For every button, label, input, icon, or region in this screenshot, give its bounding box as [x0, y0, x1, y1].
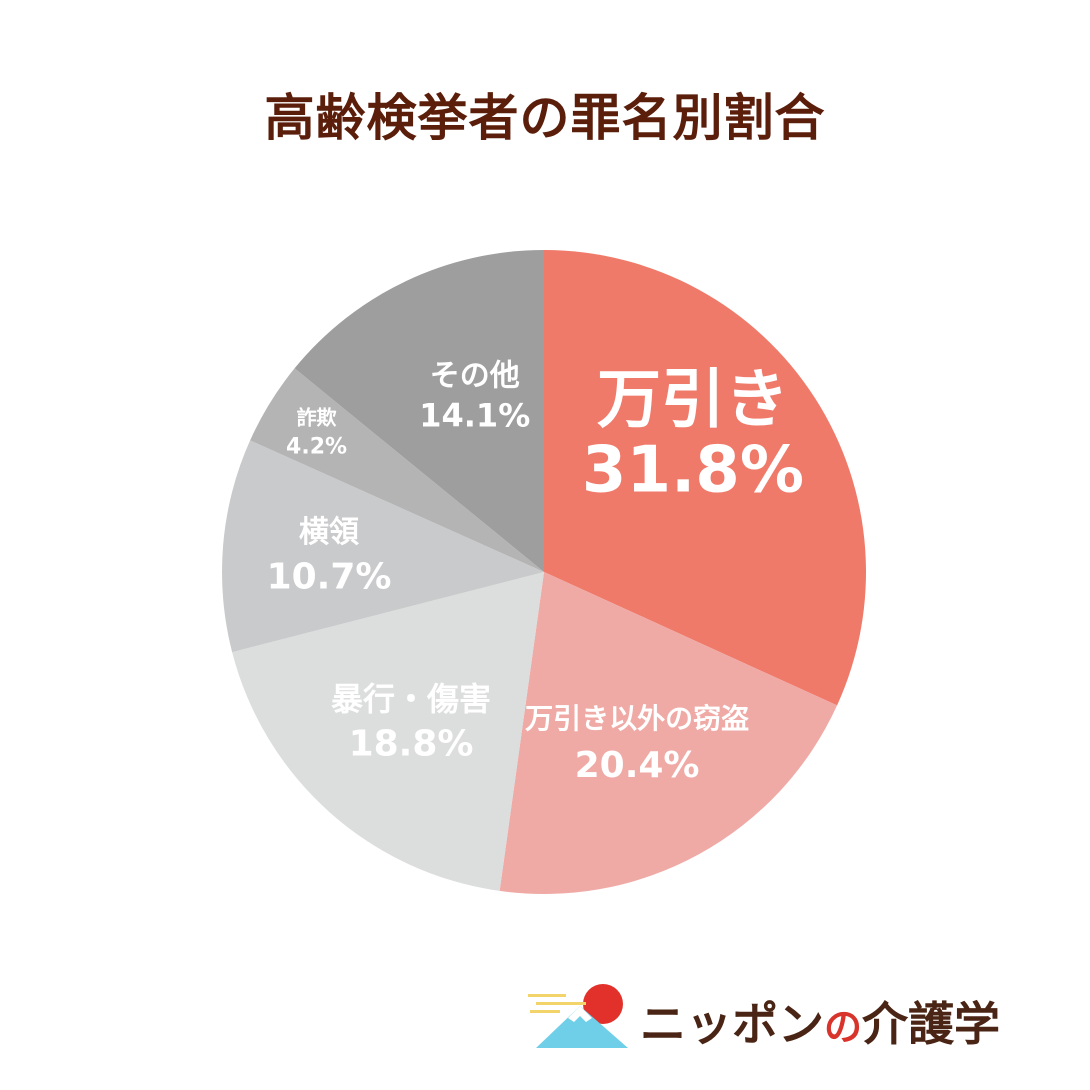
brand-name-part1: ニッポン — [640, 997, 824, 1051]
brand-name: ニッポンの介護学 — [640, 988, 1000, 1054]
pie-slice-2 — [499, 572, 838, 894]
slice-name-label: 横領 — [299, 515, 359, 550]
brand-name-part3: 介護学 — [862, 997, 1001, 1051]
slice-name-label: 詐欺 — [297, 406, 337, 430]
slice-percent-label: 14.1% — [419, 396, 530, 434]
pie-slice-6 — [294, 250, 544, 572]
fuji-sun-icon — [528, 984, 628, 1048]
slice-percent-label: 31.8% — [582, 434, 804, 508]
slice-percent-label: 10.7% — [267, 556, 392, 597]
chart-title: 高齢検挙者の罪名別割合 — [264, 89, 826, 147]
slice-name-label: 暴行・傷害 — [331, 680, 491, 718]
slice-name-label: 万引き以外の窃盗 — [525, 702, 749, 735]
brand-logo: ニッポンの介護学 — [528, 982, 1068, 1052]
pie-slice-3 — [232, 572, 545, 891]
slice-percent-label: 18.8% — [349, 724, 474, 765]
slice-percent-label: 20.4% — [575, 745, 700, 786]
pie-slice-4 — [222, 440, 544, 653]
pie-slice-5 — [250, 368, 544, 572]
pie-slice-1 — [544, 250, 867, 706]
slice-name-label: その他 — [430, 359, 520, 394]
brand-name-part2: の — [824, 1005, 863, 1049]
slice-percent-label: 4.2% — [286, 434, 347, 459]
slice-name-label: 万引き — [597, 364, 789, 438]
